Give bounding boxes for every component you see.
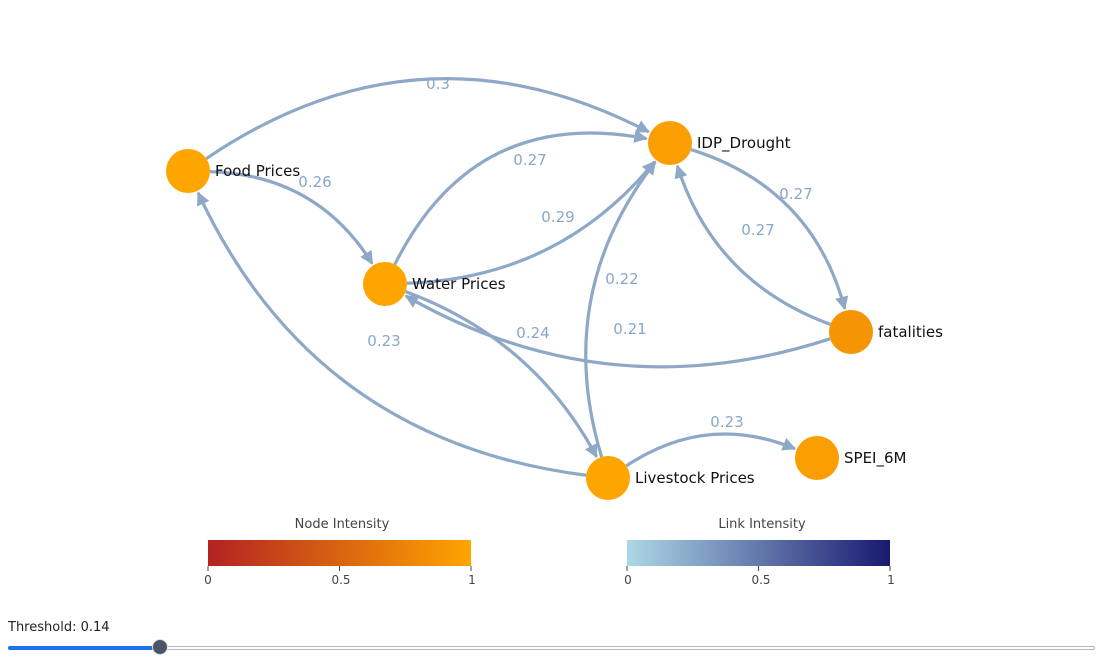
node-legend-tick-0: 0 bbox=[204, 573, 212, 587]
edge-water-livestock bbox=[405, 290, 599, 459]
edge-label-water-idp: 0.27 bbox=[513, 151, 546, 169]
link-legend-tick-mid: 0.5 bbox=[751, 573, 770, 587]
edge-label-livestock-spei: 0.23 bbox=[710, 413, 743, 431]
threshold-label: Threshold: 0.14 bbox=[8, 620, 110, 635]
node-label-idp: IDP_Drought bbox=[697, 134, 791, 153]
edge-livestock-food bbox=[196, 191, 587, 477]
node-livestock[interactable] bbox=[586, 456, 630, 500]
edge-label-food-water: 0.26 bbox=[298, 173, 331, 191]
node-intensity-legend: Node Intensity 0 0.5 1 bbox=[204, 517, 476, 587]
node-label-food: Food Prices bbox=[215, 162, 300, 180]
edge-water-idp bbox=[393, 129, 648, 266]
node-legend-title: Node Intensity bbox=[295, 517, 390, 532]
node-idp[interactable] bbox=[648, 121, 692, 165]
slider-thumb[interactable] bbox=[152, 639, 169, 655]
edge-food-water bbox=[209, 170, 374, 265]
node-legend-tick-1: 1 bbox=[468, 573, 476, 587]
edge-label-livestock-idp: 0.22 bbox=[605, 270, 638, 288]
edge-livestock-idp bbox=[584, 160, 657, 458]
edge-water-idp bbox=[406, 160, 657, 285]
link-legend-tick-0: 0 bbox=[624, 573, 632, 587]
edge-label-food-idp: 0.3 bbox=[426, 75, 450, 93]
edge-label-fatal-water: 0.21 bbox=[613, 320, 646, 338]
edge-fatal-water bbox=[404, 294, 831, 369]
node-label-water: Water Prices bbox=[412, 275, 506, 293]
edge-label-idp-fatal: 0.27 bbox=[779, 185, 812, 203]
node-label-fatal: fatalities bbox=[878, 323, 943, 341]
link-intensity-legend: Link Intensity 0 0.5 1 bbox=[624, 517, 895, 587]
threshold-slider[interactable] bbox=[8, 639, 1095, 655]
edge-label-water-idp: 0.29 bbox=[541, 208, 574, 226]
slider-fill bbox=[8, 646, 161, 650]
node-legend-tick-mid: 0.5 bbox=[331, 573, 350, 587]
nodes-layer: Food Prices Water Prices IDP_Droughtfatali… bbox=[166, 121, 943, 500]
slider-track[interactable] bbox=[8, 646, 1095, 650]
network-graph: 0.3 0.26 0.27 0.29 0.27 0.27 0.22 0.24 0.21 0.23 0… bbox=[166, 75, 943, 587]
node-spei[interactable] bbox=[795, 436, 839, 480]
node-food[interactable] bbox=[166, 149, 210, 193]
edges-layer: 0.3 0.26 0.27 0.29 0.27 0.27 0.22 0.24 0.21 0.23 0… bbox=[196, 75, 849, 477]
link-legend-title: Link Intensity bbox=[718, 517, 806, 532]
edge-fatal-idp bbox=[674, 164, 831, 326]
edge-label-livestock-food: 0.23 bbox=[367, 332, 400, 350]
link-legend-tick-1: 1 bbox=[887, 573, 895, 587]
link-legend-colorbar bbox=[627, 540, 890, 566]
edge-label-water-livestock: 0.24 bbox=[516, 324, 549, 342]
edge-label-fatal-idp: 0.27 bbox=[741, 221, 774, 239]
edge-food-idp bbox=[205, 77, 650, 160]
node-label-livestock: Livestock Prices bbox=[635, 469, 755, 487]
edge-livestock-spei bbox=[625, 432, 797, 468]
node-water[interactable] bbox=[363, 262, 407, 306]
node-legend-colorbar bbox=[208, 540, 471, 566]
node-label-spei: SPEI_6M bbox=[844, 449, 906, 468]
edge-idp-fatal bbox=[690, 148, 849, 311]
node-fatal[interactable] bbox=[829, 310, 873, 354]
